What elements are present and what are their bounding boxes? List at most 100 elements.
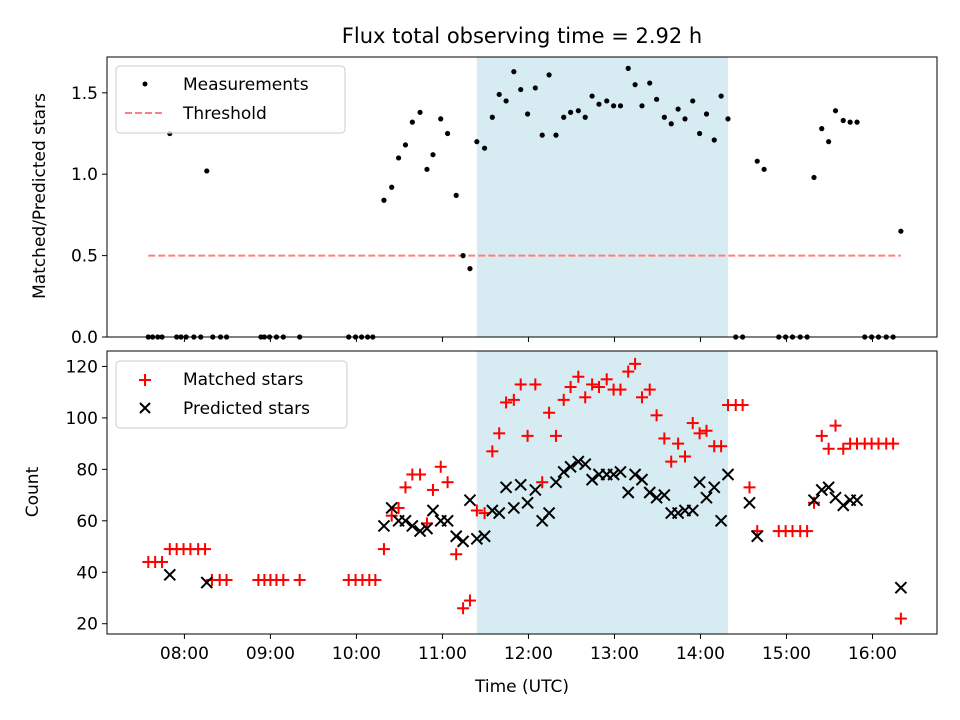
y-axis-ticks: 0.0 0.5 1.0 1.5: [71, 84, 107, 348]
matched-star-point: [887, 437, 900, 450]
predicted-star-point: [572, 455, 585, 468]
predicted-star-point: [743, 496, 756, 509]
legend-label-matched: Matched stars: [183, 370, 303, 390]
predicted-star-point: [751, 530, 764, 543]
x-tick-label: 11:00: [418, 644, 467, 664]
x-tick-label: 09:00: [246, 644, 295, 664]
predicted-star-point: [399, 514, 412, 528]
measurement-point: [567, 109, 574, 115]
measurement-point: [854, 119, 860, 125]
matched-star-point: [199, 543, 212, 556]
measurement-point: [546, 72, 552, 78]
predicted-star-point: [470, 532, 484, 546]
matched-star-point: [678, 450, 691, 463]
matched-star-point: [377, 543, 390, 556]
measurement-point: [445, 130, 451, 137]
predicted-star-point: [721, 468, 735, 481]
matched-star-point: [564, 381, 577, 394]
matched-star-point: [500, 396, 513, 409]
matched-star-point: [743, 481, 756, 494]
measurement-point: [524, 111, 531, 117]
matched-star-point: [715, 440, 728, 453]
y-tick-label: 80: [76, 460, 98, 480]
plot-frame: [106, 350, 938, 635]
matched-star-point: [572, 370, 585, 383]
matched-star-point: [293, 573, 306, 586]
shaded-span-rect: [476, 351, 728, 634]
measurement-point: [395, 155, 402, 161]
observing-window-shade: [476, 351, 728, 634]
y-axis-label: Matched/Predicted stars: [30, 93, 50, 299]
predicted-star-point: [499, 481, 513, 494]
x-tick-label: 13:00: [590, 644, 639, 664]
x-tick-label: 14:00: [676, 644, 725, 664]
predicted-star-point: [658, 488, 671, 502]
predicted-star-point: [708, 481, 721, 494]
matched-star-point: [514, 378, 527, 391]
y-tick-label: 100: [66, 409, 98, 429]
x-tick-label: 08:00: [160, 644, 209, 664]
predicted-star-point: [463, 494, 477, 507]
matched-star-point: [463, 594, 476, 607]
measurement-point: [661, 114, 667, 120]
measurement-point: [381, 197, 387, 203]
matched-star-point: [622, 365, 635, 378]
predicted-star-point: [671, 506, 685, 520]
matched-star-point: [441, 476, 454, 489]
legend-label-threshold: Threshold: [182, 104, 267, 124]
predicted-star-point: [585, 473, 599, 486]
measurement-point: [632, 82, 638, 88]
matched-star-point: [521, 429, 534, 442]
y-axis-label: Count: [23, 466, 43, 517]
legend: Measurements Threshold: [115, 65, 346, 134]
matched-star-point: [399, 481, 412, 494]
predicted-star-point: [478, 530, 491, 543]
matched-star-point: [549, 429, 562, 442]
measurement-point: [511, 69, 517, 75]
measurement-point: [402, 142, 409, 148]
predicted-star-point: [426, 504, 440, 517]
matched-star-point: [507, 393, 520, 406]
matched-star-point: [658, 432, 671, 445]
matched-star-point: [579, 391, 592, 404]
measurement-point: [654, 96, 660, 102]
measurement-point: [617, 103, 624, 109]
chart-title: Flux total observing time = 2.92 h: [342, 24, 702, 48]
predicted-star-point: [622, 486, 635, 499]
shaded-span-rect: [476, 57, 728, 337]
matched-star-point: [643, 383, 656, 396]
matched-star-point: [837, 442, 850, 455]
predicted-star-point: [822, 481, 835, 494]
measurement-points: [145, 65, 904, 340]
predicted-star-point: [486, 504, 499, 517]
predicted-star-point: [420, 522, 434, 535]
predicted-star-point: [163, 568, 176, 582]
x-tick-label: 16:00: [848, 644, 897, 664]
measurement-point: [204, 168, 210, 174]
matched-star-point: [614, 383, 627, 396]
legend-marker-measurements: [142, 81, 148, 87]
predicted-star-point: [807, 494, 821, 507]
matched-star-point: [801, 525, 814, 538]
predicted-star-point: [507, 501, 521, 515]
matched-star-point: [635, 391, 648, 404]
predicted-star-point: [564, 460, 577, 473]
measurement-point: [675, 106, 681, 112]
measurement-point: [532, 85, 538, 91]
predicted-star-point: [700, 491, 713, 504]
predicted-star-point: [894, 581, 908, 594]
measurement-point: [832, 108, 839, 114]
predicted-star-point: [693, 476, 706, 489]
observing-window-shade: [476, 57, 728, 337]
measurement-point: [826, 139, 832, 145]
matched-star-point: [736, 399, 749, 412]
matched-star-point: [369, 573, 382, 586]
y-tick-label: 60: [76, 512, 98, 532]
matched-star-point: [470, 504, 483, 517]
measurement-point: [898, 228, 904, 234]
x-axis-ticks: [183, 337, 873, 342]
measurement-point: [840, 117, 846, 124]
legend-marker-matched: [139, 374, 151, 386]
matched-star-point: [486, 445, 499, 458]
